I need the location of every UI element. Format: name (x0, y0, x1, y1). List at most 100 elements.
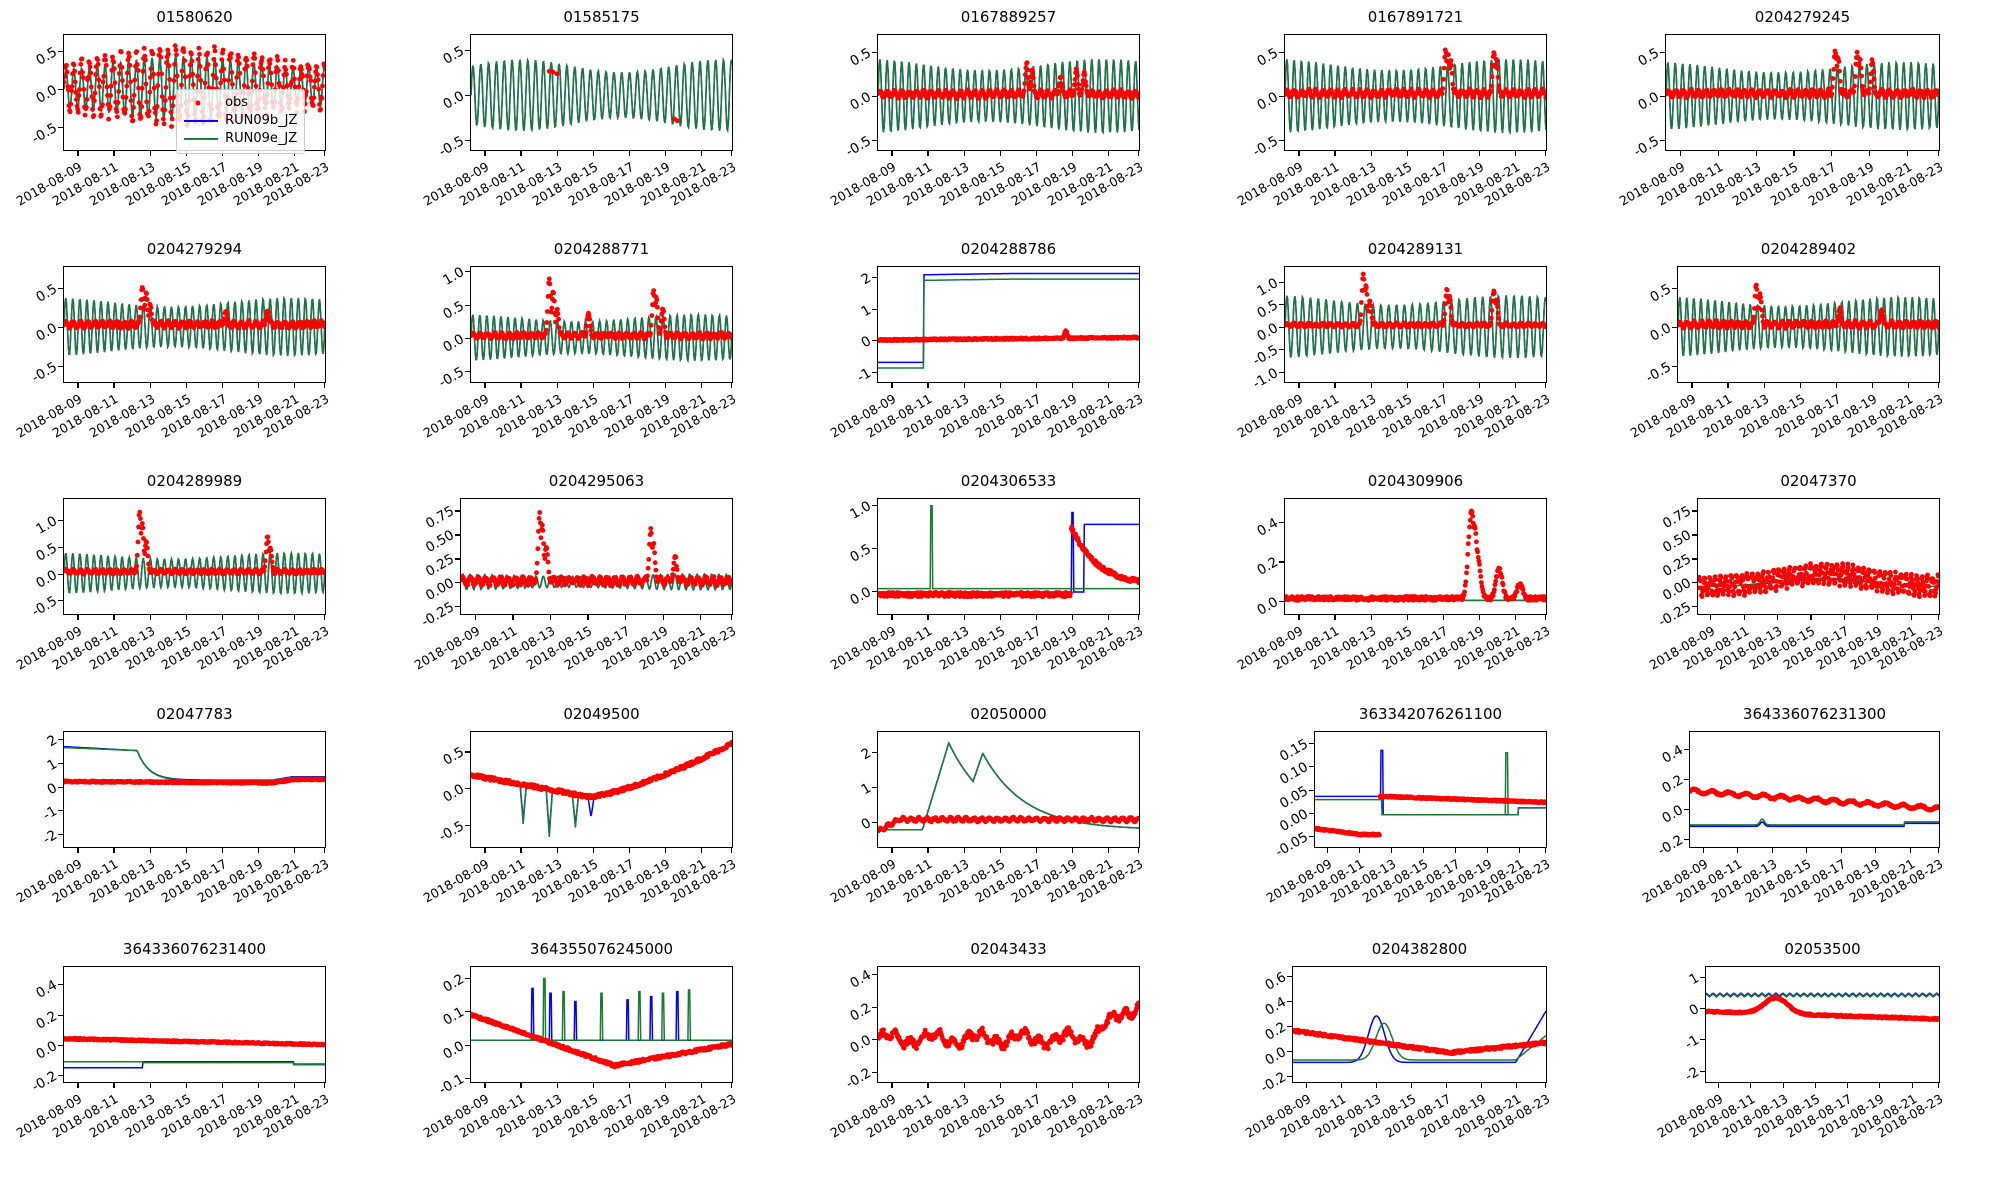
y-tick-mark (455, 510, 460, 512)
y-tick-mark (872, 140, 877, 142)
y-tick-mark (1279, 281, 1284, 283)
series-obs (1690, 786, 1939, 813)
y-tick-mark (872, 590, 877, 592)
x-tick-mark (1406, 151, 1408, 156)
x-tick-mark (323, 151, 325, 156)
y-tick-mark (1279, 140, 1284, 142)
x-tick-mark (77, 1083, 79, 1088)
x-tick-mark (484, 151, 486, 156)
subplot-0204306533: 0204306533 1.0 0.5 0.0 2018-08-09 2018-08-11 2… (782, 472, 1165, 699)
series-obs (64, 1035, 325, 1048)
y-tick-mark (465, 788, 470, 790)
y-tick-mark (58, 1045, 63, 1047)
x-tick-mark (258, 383, 260, 388)
x-tick-mark (592, 151, 594, 156)
subplot-02049500: 02049500 0.5 0.0 -0.5 2018-08-09 2018-08-11 20… (375, 705, 758, 932)
y-tick-mark (1279, 304, 1284, 306)
plot-area (1292, 966, 1547, 1083)
legend-entry: RUN09b_JZ (184, 112, 297, 130)
series-run09b (64, 745, 325, 781)
x-tick-mark (1108, 1083, 1110, 1088)
x-tick-mark (484, 1083, 486, 1088)
y-tick-mark (465, 271, 470, 273)
series-obs (471, 739, 732, 801)
x-tick-mark (1938, 1083, 1940, 1088)
x-tick-mark (221, 1083, 223, 1088)
x-tick-mark (1072, 1083, 1074, 1088)
x-tick-mark (1717, 1083, 1720, 1088)
y-tick-mark (1672, 365, 1677, 367)
x-tick-mark (1411, 1083, 1413, 1088)
x-tick-mark (701, 1083, 703, 1088)
x-tick-mark (1777, 615, 1779, 620)
series-run09e (1315, 751, 1546, 816)
x-tick-mark (77, 848, 79, 853)
x-tick-mark (1035, 848, 1037, 853)
x-tick-mark (1479, 615, 1481, 620)
y-tick-mark (1309, 742, 1314, 744)
y-tick-mark (1700, 1070, 1705, 1072)
y-tick-mark (872, 1006, 877, 1008)
y-tick-mark (58, 984, 63, 986)
series-run09e (878, 278, 1139, 369)
y-tick-mark (58, 126, 63, 128)
series-run09e (64, 746, 325, 782)
y-tick-mark (465, 371, 470, 373)
x-tick-mark (294, 848, 296, 853)
x-tick-mark (1108, 383, 1110, 388)
plot-area (1705, 966, 1940, 1083)
x-tick-mark (1370, 383, 1372, 388)
y-tick-mark (58, 287, 63, 289)
x-tick-mark (927, 615, 929, 620)
legend-label: RUN09e_JZ (225, 131, 298, 147)
x-tick-mark (1370, 615, 1372, 620)
y-tick-mark (1279, 349, 1284, 351)
series-run09b (878, 511, 1139, 593)
x-tick-mark (592, 383, 594, 388)
plot-area (1284, 498, 1547, 615)
subplot-title: 02043433 (970, 940, 1047, 958)
y-tick-mark (1660, 96, 1665, 98)
subplot-363342076261100: 363342076261100 0.15 0.10 0.05 0.00 -0.05 2018… (1219, 705, 1572, 932)
y-tick-mark (455, 558, 460, 560)
plot-area (877, 498, 1140, 615)
y-tick-mark (1279, 521, 1284, 523)
x-tick-mark (1298, 383, 1300, 388)
plot-area (1314, 731, 1547, 848)
x-tick-mark (258, 615, 260, 620)
x-tick-mark (1806, 848, 1808, 853)
x-tick-mark (149, 1083, 151, 1088)
y-tick-mark (1692, 534, 1697, 536)
plot-area (877, 731, 1140, 848)
y-tick-mark (58, 762, 63, 764)
x-tick-mark (294, 1083, 296, 1088)
series-run09b (878, 272, 1139, 364)
y-tick-mark (872, 751, 877, 754)
x-tick-mark (927, 383, 929, 388)
x-tick-mark (1137, 151, 1139, 156)
plot-area (877, 266, 1140, 383)
x-tick-mark (1072, 615, 1074, 620)
y-tick-mark (58, 520, 63, 522)
x-tick-mark (512, 615, 514, 620)
x-tick-mark (963, 615, 965, 620)
subplot-title: 01585175 (563, 8, 640, 26)
y-tick-mark (1287, 1025, 1292, 1027)
y-tick-mark (58, 786, 63, 788)
plot-area (1284, 266, 1547, 383)
x-tick-mark (1814, 1083, 1816, 1088)
x-tick-mark (665, 848, 667, 853)
subplot-title: 0204279294 (146, 240, 243, 258)
subplot-title: 0204382800 (1371, 940, 1468, 958)
x-tick-mark (113, 151, 115, 156)
series-run09e (64, 1061, 325, 1066)
subplot-0204289989: 0204289989 1.0 0.5 0.0 -0.5 2018-08-09 2018-08… (0, 472, 351, 699)
x-tick-mark (1442, 615, 1444, 620)
x-tick-mark (1486, 848, 1488, 853)
series-obs (471, 1011, 732, 1070)
subplot-title: 0204289131 (1367, 240, 1464, 258)
plot-area (63, 966, 326, 1083)
x-tick-mark (1908, 383, 1910, 388)
x-tick-mark (1108, 151, 1110, 156)
subplot-title: 02047783 (156, 705, 233, 723)
